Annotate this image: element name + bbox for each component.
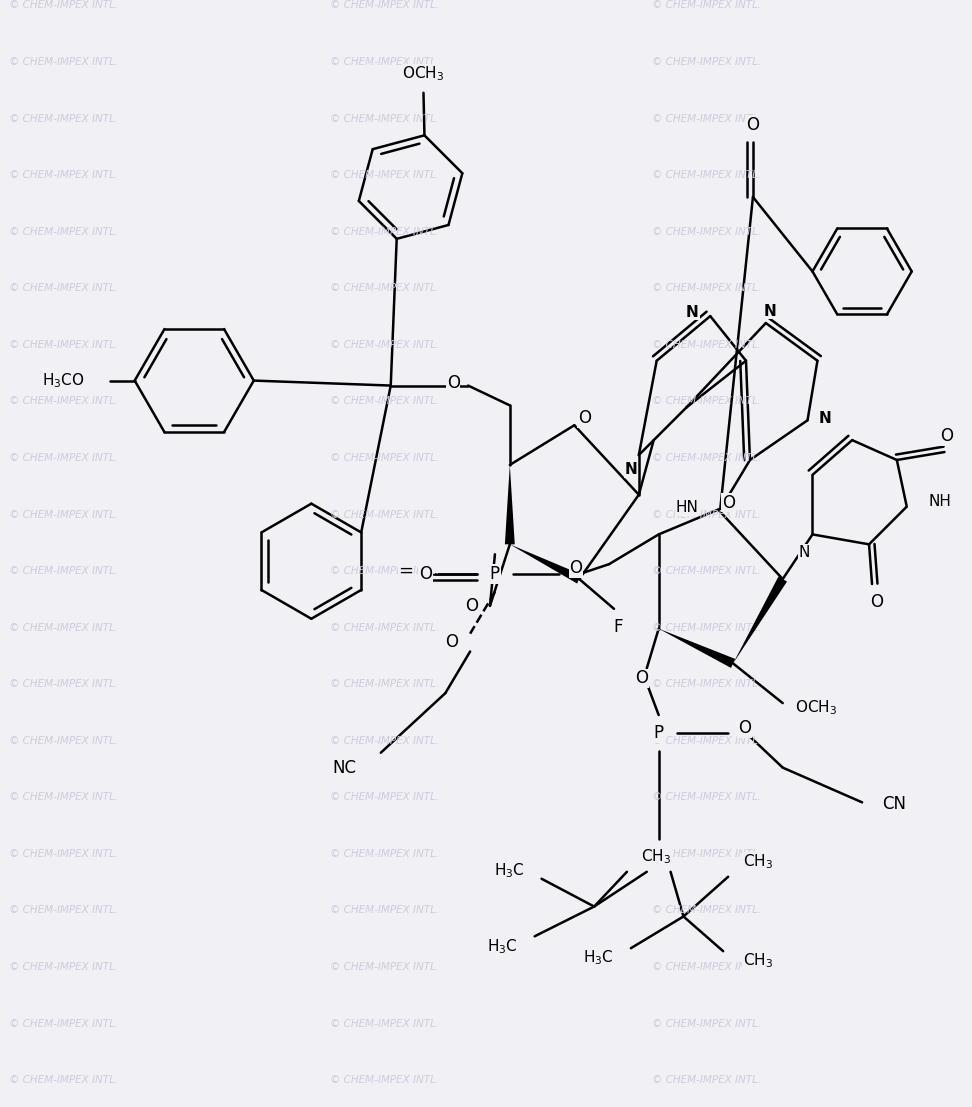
Text: CN: CN xyxy=(882,795,906,814)
Text: © CHEM-IMPEX INTL.: © CHEM-IMPEX INTL. xyxy=(330,680,439,690)
Text: © CHEM-IMPEX INTL.: © CHEM-IMPEX INTL. xyxy=(330,114,439,124)
Text: N: N xyxy=(657,848,670,866)
Text: OCH$_3$: OCH$_3$ xyxy=(795,699,837,717)
Text: © CHEM-IMPEX INTL.: © CHEM-IMPEX INTL. xyxy=(9,622,118,633)
Text: © CHEM-IMPEX INTL.: © CHEM-IMPEX INTL. xyxy=(9,1075,118,1085)
Text: © CHEM-IMPEX INTL.: © CHEM-IMPEX INTL. xyxy=(651,566,761,576)
Text: P: P xyxy=(653,724,664,742)
Text: © CHEM-IMPEX INTL.: © CHEM-IMPEX INTL. xyxy=(330,962,439,972)
Text: P: P xyxy=(490,565,500,583)
Text: © CHEM-IMPEX INTL.: © CHEM-IMPEX INTL. xyxy=(330,340,439,350)
Text: H$_3$CO: H$_3$CO xyxy=(43,371,86,390)
Text: H$_3$C: H$_3$C xyxy=(487,937,518,955)
Text: © CHEM-IMPEX INTL.: © CHEM-IMPEX INTL. xyxy=(330,227,439,237)
Text: © CHEM-IMPEX INTL.: © CHEM-IMPEX INTL. xyxy=(330,396,439,406)
Text: © CHEM-IMPEX INTL.: © CHEM-IMPEX INTL. xyxy=(651,736,761,746)
Text: OCH$_3$: OCH$_3$ xyxy=(402,64,444,83)
Text: NH: NH xyxy=(928,494,952,509)
Text: =: = xyxy=(399,562,413,580)
Text: N: N xyxy=(819,411,832,426)
Text: © CHEM-IMPEX INTL.: © CHEM-IMPEX INTL. xyxy=(651,283,761,293)
Text: O: O xyxy=(447,373,460,392)
Text: © CHEM-IMPEX INTL.: © CHEM-IMPEX INTL. xyxy=(9,1018,118,1028)
Text: © CHEM-IMPEX INTL.: © CHEM-IMPEX INTL. xyxy=(651,962,761,972)
Text: © CHEM-IMPEX INTL.: © CHEM-IMPEX INTL. xyxy=(651,56,761,68)
Text: O: O xyxy=(636,670,648,687)
Text: © CHEM-IMPEX INTL.: © CHEM-IMPEX INTL. xyxy=(330,56,439,68)
Text: © CHEM-IMPEX INTL.: © CHEM-IMPEX INTL. xyxy=(9,509,118,519)
Text: O: O xyxy=(871,593,884,611)
Text: © CHEM-IMPEX INTL.: © CHEM-IMPEX INTL. xyxy=(9,0,118,10)
Text: © CHEM-IMPEX INTL.: © CHEM-IMPEX INTL. xyxy=(651,793,761,803)
Text: © CHEM-IMPEX INTL.: © CHEM-IMPEX INTL. xyxy=(330,453,439,463)
Text: © CHEM-IMPEX INTL.: © CHEM-IMPEX INTL. xyxy=(330,566,439,576)
Text: © CHEM-IMPEX INTL.: © CHEM-IMPEX INTL. xyxy=(651,114,761,124)
Text: © CHEM-IMPEX INTL.: © CHEM-IMPEX INTL. xyxy=(9,227,118,237)
Text: CH$_3$: CH$_3$ xyxy=(743,952,773,971)
Text: © CHEM-IMPEX INTL.: © CHEM-IMPEX INTL. xyxy=(651,340,761,350)
Text: F: F xyxy=(613,618,623,635)
Text: © CHEM-IMPEX INTL.: © CHEM-IMPEX INTL. xyxy=(330,849,439,859)
Text: N: N xyxy=(624,463,638,477)
Text: O: O xyxy=(577,410,591,427)
Text: © CHEM-IMPEX INTL.: © CHEM-IMPEX INTL. xyxy=(330,283,439,293)
Polygon shape xyxy=(659,629,735,668)
Text: NC: NC xyxy=(332,758,356,777)
Text: © CHEM-IMPEX INTL.: © CHEM-IMPEX INTL. xyxy=(330,1018,439,1028)
Text: © CHEM-IMPEX INTL.: © CHEM-IMPEX INTL. xyxy=(651,1075,761,1085)
Text: © CHEM-IMPEX INTL.: © CHEM-IMPEX INTL. xyxy=(651,906,761,915)
Text: © CHEM-IMPEX INTL.: © CHEM-IMPEX INTL. xyxy=(9,566,118,576)
Text: © CHEM-IMPEX INTL.: © CHEM-IMPEX INTL. xyxy=(330,0,439,10)
Text: O: O xyxy=(738,718,751,737)
Text: O: O xyxy=(746,115,759,134)
Text: © CHEM-IMPEX INTL.: © CHEM-IMPEX INTL. xyxy=(330,622,439,633)
Text: N: N xyxy=(799,545,811,560)
Text: © CHEM-IMPEX INTL.: © CHEM-IMPEX INTL. xyxy=(9,962,118,972)
Text: O: O xyxy=(721,494,735,511)
Text: © CHEM-IMPEX INTL.: © CHEM-IMPEX INTL. xyxy=(9,114,118,124)
Text: © CHEM-IMPEX INTL.: © CHEM-IMPEX INTL. xyxy=(9,680,118,690)
Text: © CHEM-IMPEX INTL.: © CHEM-IMPEX INTL. xyxy=(9,793,118,803)
Text: O: O xyxy=(940,427,953,445)
Text: © CHEM-IMPEX INTL.: © CHEM-IMPEX INTL. xyxy=(651,170,761,180)
Text: HN: HN xyxy=(676,500,698,515)
Text: © CHEM-IMPEX INTL.: © CHEM-IMPEX INTL. xyxy=(9,283,118,293)
Text: © CHEM-IMPEX INTL.: © CHEM-IMPEX INTL. xyxy=(651,622,761,633)
Text: © CHEM-IMPEX INTL.: © CHEM-IMPEX INTL. xyxy=(651,453,761,463)
Text: © CHEM-IMPEX INTL.: © CHEM-IMPEX INTL. xyxy=(9,170,118,180)
Text: © CHEM-IMPEX INTL.: © CHEM-IMPEX INTL. xyxy=(9,849,118,859)
Text: O: O xyxy=(465,597,478,614)
Text: © CHEM-IMPEX INTL.: © CHEM-IMPEX INTL. xyxy=(9,736,118,746)
Text: CH$_3$: CH$_3$ xyxy=(743,852,773,871)
Text: © CHEM-IMPEX INTL.: © CHEM-IMPEX INTL. xyxy=(330,509,439,519)
Text: © CHEM-IMPEX INTL.: © CHEM-IMPEX INTL. xyxy=(9,906,118,915)
Text: © CHEM-IMPEX INTL.: © CHEM-IMPEX INTL. xyxy=(330,736,439,746)
Text: © CHEM-IMPEX INTL.: © CHEM-IMPEX INTL. xyxy=(330,170,439,180)
Text: CH$_3$: CH$_3$ xyxy=(641,848,671,867)
Text: N: N xyxy=(763,303,777,319)
Text: © CHEM-IMPEX INTL.: © CHEM-IMPEX INTL. xyxy=(330,1075,439,1085)
Text: © CHEM-IMPEX INTL.: © CHEM-IMPEX INTL. xyxy=(651,227,761,237)
Text: © CHEM-IMPEX INTL.: © CHEM-IMPEX INTL. xyxy=(9,453,118,463)
Text: © CHEM-IMPEX INTL.: © CHEM-IMPEX INTL. xyxy=(651,509,761,519)
Polygon shape xyxy=(504,465,515,545)
Text: © CHEM-IMPEX INTL.: © CHEM-IMPEX INTL. xyxy=(330,906,439,915)
Text: © CHEM-IMPEX INTL.: © CHEM-IMPEX INTL. xyxy=(9,396,118,406)
Text: H$_3$C: H$_3$C xyxy=(494,861,525,880)
Text: H$_3$C: H$_3$C xyxy=(583,949,614,968)
Text: N: N xyxy=(686,304,699,320)
Text: © CHEM-IMPEX INTL.: © CHEM-IMPEX INTL. xyxy=(651,680,761,690)
Text: © CHEM-IMPEX INTL.: © CHEM-IMPEX INTL. xyxy=(651,849,761,859)
Text: O: O xyxy=(419,565,432,583)
Text: © CHEM-IMPEX INTL.: © CHEM-IMPEX INTL. xyxy=(9,340,118,350)
Text: © CHEM-IMPEX INTL.: © CHEM-IMPEX INTL. xyxy=(651,396,761,406)
Polygon shape xyxy=(733,577,787,663)
Text: © CHEM-IMPEX INTL.: © CHEM-IMPEX INTL. xyxy=(9,56,118,68)
Polygon shape xyxy=(510,545,581,583)
Text: O: O xyxy=(445,632,458,651)
Text: © CHEM-IMPEX INTL.: © CHEM-IMPEX INTL. xyxy=(330,793,439,803)
Text: © CHEM-IMPEX INTL.: © CHEM-IMPEX INTL. xyxy=(651,0,761,10)
Text: O: O xyxy=(570,559,582,577)
Text: © CHEM-IMPEX INTL.: © CHEM-IMPEX INTL. xyxy=(651,1018,761,1028)
